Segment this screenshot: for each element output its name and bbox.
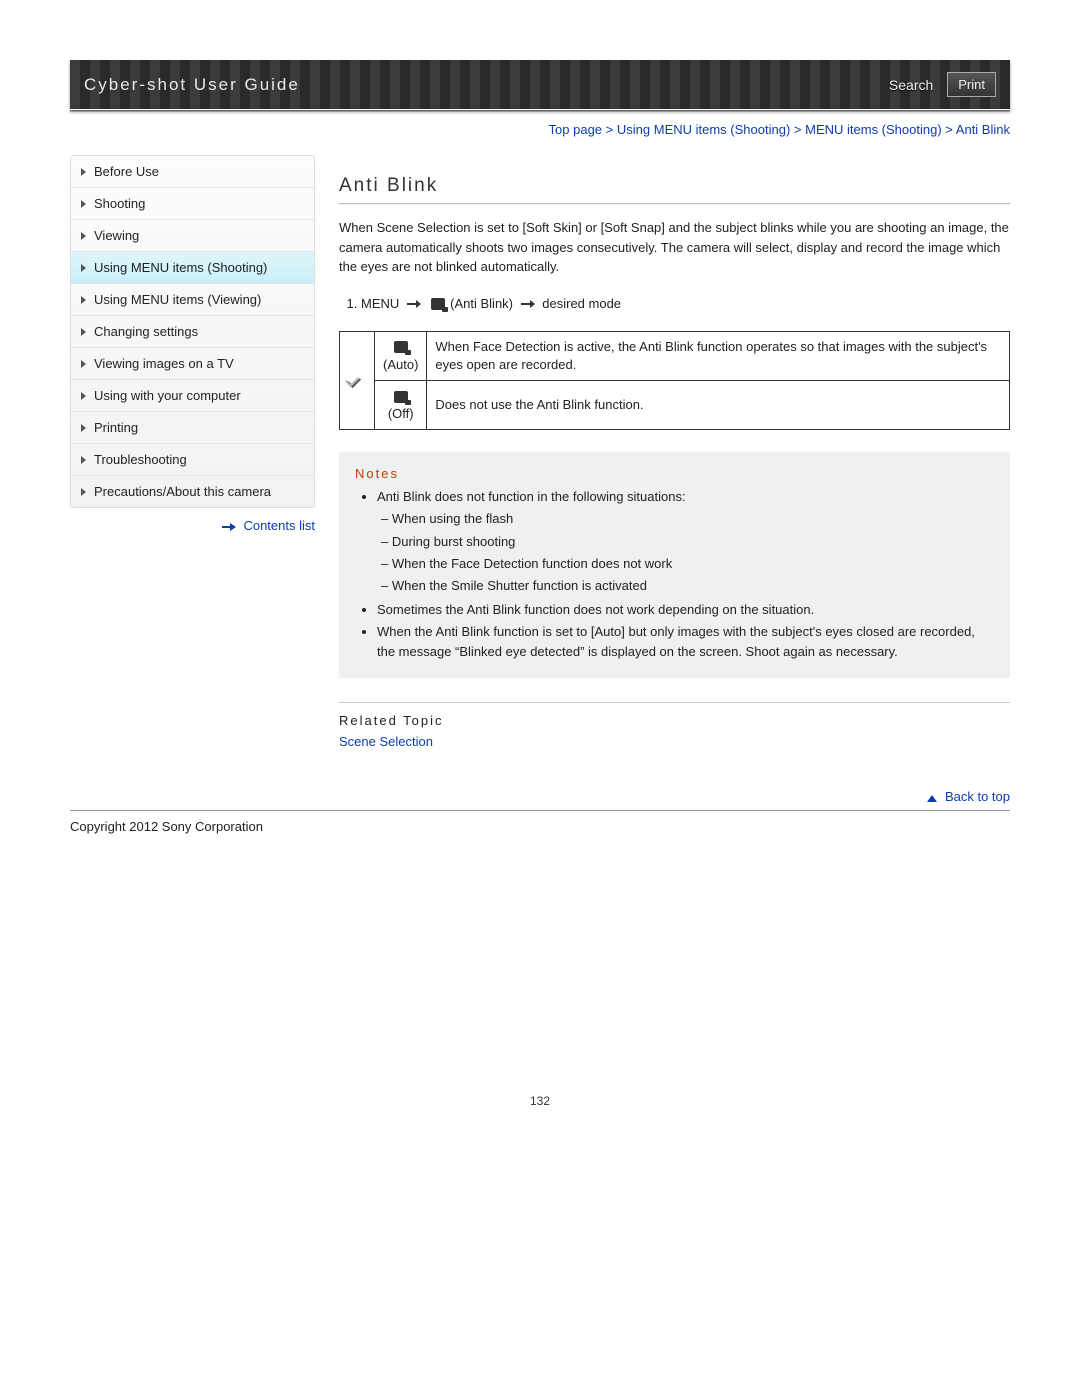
step-item: MENU (Anti Blink) desired mode (361, 293, 1010, 315)
arrow-icon (521, 300, 535, 308)
sidebar-item[interactable]: Shooting (71, 187, 314, 219)
mode-desc: When Face Detection is active, the Anti … (427, 331, 1010, 380)
sidebar-item[interactable]: Printing (71, 411, 314, 443)
sidebar-item-label: Shooting (94, 196, 145, 211)
triangle-right-icon (81, 424, 86, 432)
print-button[interactable]: Print (947, 72, 996, 97)
main-content: Anti Blink When Scene Selection is set t… (339, 155, 1010, 808)
contents-list-row: Contents list (70, 518, 315, 533)
sidebar-item-label: Changing settings (94, 324, 198, 339)
table-row: (Off) Does not use the Anti Blink functio… (340, 380, 1010, 429)
page-number: 132 (70, 1094, 1010, 1108)
options-table: (Auto) When Face Detection is active, the… (339, 331, 1010, 431)
triangle-right-icon (81, 232, 86, 240)
note-subitem: When the Smile Shutter function is activ… (381, 576, 994, 596)
sidebar-item-label: Viewing images on a TV (94, 356, 234, 371)
step-mid: (Anti Blink) (450, 296, 513, 311)
breadcrumb-sep: > (945, 122, 953, 137)
arrow-icon (407, 300, 421, 308)
sidebar-item-label: Precautions/About this camera (94, 484, 271, 499)
arrow-right-icon (230, 523, 236, 531)
contents-list-link[interactable]: Contents list (243, 518, 315, 533)
triangle-right-icon (81, 168, 86, 176)
breadcrumb-sep: > (606, 122, 614, 137)
sidebar-item[interactable]: Troubleshooting (71, 443, 314, 475)
header-rule (70, 110, 1010, 112)
mode-label: (Off) (383, 405, 418, 423)
sidebar-item[interactable]: Viewing (71, 219, 314, 251)
notes-list: Anti Blink does not function in the foll… (355, 487, 994, 662)
mode-label: (Auto) (383, 356, 418, 374)
default-check-cell (340, 331, 375, 430)
triangle-right-icon (81, 328, 86, 336)
sidebar-item[interactable]: Using with your computer (71, 379, 314, 411)
note-item: When the Anti Blink function is set to [… (377, 622, 994, 662)
notes-box: Notes Anti Blink does not function in th… (339, 452, 1010, 678)
notes-title: Notes (355, 466, 994, 481)
back-to-top-row: Back to top (339, 789, 1010, 804)
breadcrumb-link[interactable]: Using MENU items (Shooting) (617, 122, 790, 137)
triangle-right-icon (81, 296, 86, 304)
sidebar-item-label: Troubleshooting (94, 452, 187, 467)
mode-icon (394, 341, 408, 353)
related-rule (339, 702, 1010, 703)
header-actions: Search Print (889, 72, 996, 97)
guide-title: Cyber-shot User Guide (84, 75, 300, 95)
triangle-right-icon (81, 392, 86, 400)
sidebar-item[interactable]: Precautions/About this camera (71, 475, 314, 507)
triangle-up-icon (927, 795, 937, 802)
mode-cell: (Off) (375, 380, 427, 429)
mode-cell: (Auto) (375, 331, 427, 380)
sidebar-item-label: Using with your computer (94, 388, 241, 403)
sidebar-item-label: Using MENU items (Viewing) (94, 292, 261, 307)
breadcrumb: Top page > Using MENU items (Shooting) >… (70, 122, 1010, 137)
back-to-top-link[interactable]: Back to top (945, 789, 1010, 804)
triangle-right-icon (81, 456, 86, 464)
checkmark-icon (348, 371, 366, 385)
triangle-right-icon (81, 264, 86, 272)
triangle-right-icon (81, 360, 86, 368)
related-topic-title: Related Topic (339, 713, 1010, 728)
note-subitem: When the Face Detection function does no… (381, 554, 994, 574)
sidebar-item-label: Before Use (94, 164, 159, 179)
breadcrumb-sep: > (794, 122, 802, 137)
note-subitem: When using the flash (381, 509, 994, 529)
steps-list: MENU (Anti Blink) desired mode (339, 293, 1010, 315)
sidebar-item[interactable]: Using MENU items (Shooting) (71, 251, 314, 283)
triangle-right-icon (81, 488, 86, 496)
mode-icon (394, 391, 408, 403)
sidebar: Before Use Shooting Viewing Using MENU item… (70, 155, 315, 533)
title-rule (339, 203, 1010, 204)
breadcrumb-link[interactable]: MENU items (Shooting) (805, 122, 942, 137)
sidebar-item-label: Viewing (94, 228, 139, 243)
sidebar-item-label: Printing (94, 420, 138, 435)
note-sublist: When using the flash During burst shootin… (377, 509, 994, 596)
table-row: (Auto) When Face Detection is active, the… (340, 331, 1010, 380)
breadcrumb-link[interactable]: Top page (549, 122, 603, 137)
related-topic-link[interactable]: Scene Selection (339, 734, 433, 749)
sidebar-item[interactable]: Changing settings (71, 315, 314, 347)
header-bar: Cyber-shot User Guide Search Print (70, 60, 1010, 110)
breadcrumb-current: Anti Blink (956, 122, 1010, 137)
sidebar-item[interactable]: Viewing images on a TV (71, 347, 314, 379)
footer-rule (70, 810, 1010, 811)
intro-paragraph: When Scene Selection is set to [Soft Ski… (339, 218, 1010, 277)
triangle-right-icon (81, 200, 86, 208)
note-item: Sometimes the Anti Blink function does n… (377, 600, 994, 620)
note-item: Anti Blink does not function in the foll… (377, 487, 994, 596)
step-prefix: MENU (361, 296, 399, 311)
mode-desc: Does not use the Anti Blink function. (427, 380, 1010, 429)
sidebar-item[interactable]: Using MENU items (Viewing) (71, 283, 314, 315)
step-suffix: desired mode (542, 296, 621, 311)
sidebar-item-label: Using MENU items (Shooting) (94, 260, 267, 275)
search-link[interactable]: Search (889, 77, 933, 93)
note-subitem: During burst shooting (381, 532, 994, 552)
anti-blink-icon (431, 298, 445, 310)
page-title: Anti Blink (339, 175, 1010, 197)
sidebar-item[interactable]: Before Use (71, 156, 314, 187)
copyright: Copyright 2012 Sony Corporation (70, 819, 1010, 834)
